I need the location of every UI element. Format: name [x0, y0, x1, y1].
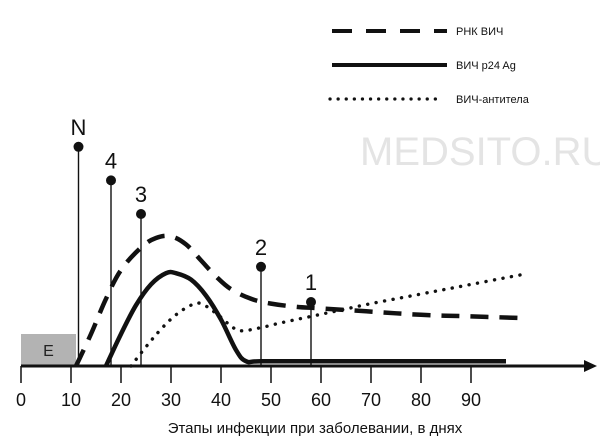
series-line-antibodies — [129, 273, 523, 368]
marker-dot-2 — [256, 261, 266, 272]
marker-label-2: 2 — [255, 235, 267, 260]
legend-label-rna: РНК ВИЧ — [456, 26, 503, 38]
marker-label-N: N — [71, 115, 87, 140]
legend-label-antibodies: ВИЧ-антитела — [456, 94, 530, 106]
series-layer — [73, 233, 523, 368]
marker-dot-N — [73, 141, 84, 152]
x-tick-label: 30 — [161, 390, 181, 410]
x-tick-label: 40 — [211, 390, 231, 410]
eclipse-region: E — [21, 334, 76, 366]
marker-dot-3 — [136, 209, 146, 219]
eclipse-rect — [21, 334, 76, 366]
x-tick-label: 60 — [311, 390, 331, 410]
x-tick-label: 90 — [461, 390, 481, 410]
watermark: MEDSITO.RU — [360, 130, 600, 174]
x-tick-label: 50 — [261, 390, 281, 410]
marker-label-3: 3 — [135, 182, 147, 207]
x-tick-label: 80 — [411, 390, 431, 410]
x-tick-label: 0 — [16, 390, 26, 410]
x-axis: 0 10 20 30 40 50 60 70 80 90 — [16, 360, 597, 410]
marker-label-4: 4 — [105, 148, 117, 173]
x-axis-label: Этапы инфекции при заболевании, в днях — [168, 420, 463, 437]
x-tick-label: 10 — [61, 390, 81, 410]
legend: РНК ВИЧ ВИЧ p24 Ag ВИЧ-антитела — [328, 26, 530, 106]
marker-layer: N43 2 1 — [71, 115, 317, 366]
x-axis-arrow — [584, 360, 597, 372]
marker-dot-4 — [106, 175, 116, 186]
series-line-rna — [73, 233, 522, 367]
x-tick-label: 20 — [111, 390, 131, 410]
marker-dot-1 — [306, 297, 316, 307]
legend-label-p24: ВИЧ p24 Ag — [456, 60, 516, 72]
x-tick-label: 70 — [361, 390, 381, 410]
eclipse-label: E — [43, 343, 54, 360]
marker-label-1: 1 — [305, 270, 317, 295]
